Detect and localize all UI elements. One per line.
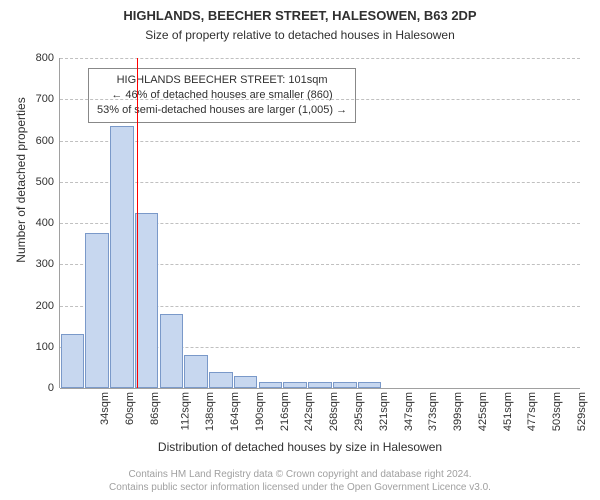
x-tick-label: 112sqm: [179, 392, 191, 430]
y-tick-label: 100: [36, 341, 60, 353]
x-tick-label: 190sqm: [254, 392, 266, 431]
x-tick-label: 34sqm: [99, 392, 111, 425]
x-tick-label: 451sqm: [502, 392, 514, 431]
info-line-3: 53% of semi-detached houses are larger (…: [97, 103, 347, 118]
attribution: Contains HM Land Registry data © Crown c…: [0, 468, 600, 494]
y-tick-label: 600: [36, 135, 60, 147]
y-tick-label: 200: [36, 300, 60, 312]
x-tick-label: 321sqm: [378, 392, 390, 431]
x-tick-label: 373sqm: [427, 392, 439, 431]
histogram-bar: [184, 355, 208, 388]
histogram-bar: [234, 376, 258, 388]
gridline: [60, 141, 580, 142]
attribution-line-1: Contains HM Land Registry data © Crown c…: [0, 468, 600, 481]
y-axis-label: Number of detached properties: [14, 50, 28, 310]
x-tick-label: 477sqm: [526, 392, 538, 431]
x-tick-label: 347sqm: [403, 392, 415, 431]
marker-info-box: HIGHLANDS BEECHER STREET: 101sqm ← 46% o…: [88, 68, 356, 123]
y-tick-label: 300: [36, 258, 60, 270]
x-tick-label: 60sqm: [124, 392, 136, 425]
x-tick-label: 216sqm: [279, 392, 291, 431]
x-axis-label: Distribution of detached houses by size …: [0, 440, 600, 454]
info-line-1: HIGHLANDS BEECHER STREET: 101sqm: [97, 73, 347, 88]
attribution-line-2: Contains public sector information licen…: [0, 481, 600, 494]
histogram-bar: [308, 382, 332, 388]
x-tick-label: 399sqm: [452, 392, 464, 431]
y-tick-label: 400: [36, 217, 60, 229]
y-tick-label: 700: [36, 93, 60, 105]
histogram-bar: [209, 372, 233, 389]
x-tick-label: 242sqm: [304, 392, 316, 431]
chart-subtitle: Size of property relative to detached ho…: [0, 28, 600, 42]
histogram-bar: [333, 382, 357, 388]
histogram-bar: [358, 382, 382, 388]
info-line-2: ← 46% of detached houses are smaller (86…: [97, 88, 347, 103]
gridline: [60, 99, 580, 100]
y-tick-label: 800: [36, 52, 60, 64]
property-marker-line: [137, 58, 138, 388]
x-tick-label: 164sqm: [229, 392, 241, 431]
gridline: [60, 58, 580, 59]
x-tick-label: 138sqm: [205, 392, 217, 431]
plot-area: HIGHLANDS BEECHER STREET: 101sqm ← 46% o…: [60, 58, 580, 388]
histogram-bar: [110, 126, 134, 388]
x-tick-label: 295sqm: [353, 392, 365, 431]
x-tick-label: 503sqm: [551, 392, 563, 431]
x-tick-label: 529sqm: [576, 392, 588, 431]
y-tick-label: 0: [48, 382, 60, 394]
y-tick-label: 500: [36, 176, 60, 188]
histogram-bar: [259, 382, 283, 388]
histogram-bar: [283, 382, 307, 388]
x-tick-label: 425sqm: [477, 392, 489, 431]
x-axis-line: [60, 388, 580, 389]
chart-title: HIGHLANDS, BEECHER STREET, HALESOWEN, B6…: [0, 8, 600, 23]
histogram-bar: [135, 213, 159, 388]
property-size-histogram: HIGHLANDS, BEECHER STREET, HALESOWEN, B6…: [0, 0, 600, 500]
gridline: [60, 182, 580, 183]
histogram-bar: [160, 314, 184, 388]
x-tick-label: 268sqm: [328, 392, 340, 431]
histogram-bar: [85, 233, 109, 388]
histogram-bar: [61, 334, 85, 388]
x-tick-label: 86sqm: [149, 392, 161, 425]
